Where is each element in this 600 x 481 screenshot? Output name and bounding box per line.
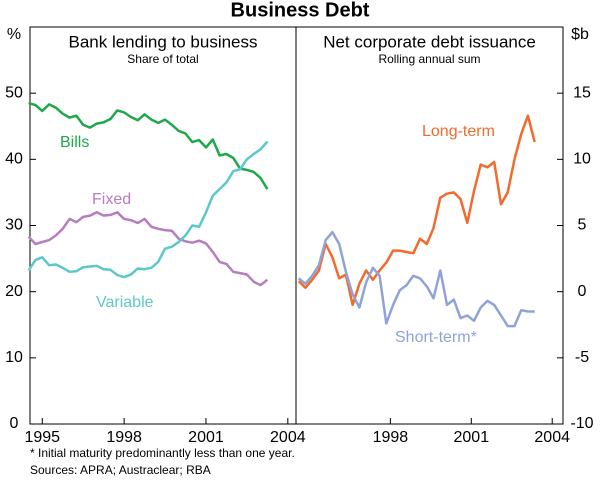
x-tick-label: 2004 bbox=[534, 429, 570, 446]
y-tick-label: 10 bbox=[573, 151, 591, 168]
series-line bbox=[297, 114, 536, 307]
y-tick-label: 20 bbox=[5, 283, 23, 300]
y-tick-label: 50 bbox=[5, 84, 23, 101]
y-unit: $b bbox=[571, 26, 589, 43]
panel-title: Bank lending to business bbox=[68, 32, 257, 51]
series-label: Variable bbox=[96, 294, 154, 311]
y-tick-label: 10 bbox=[5, 349, 23, 366]
y-unit: % bbox=[7, 26, 21, 43]
x-tick-label: 2001 bbox=[188, 429, 224, 446]
y-tick-label: 40 bbox=[5, 151, 23, 168]
series-label: Short-term* bbox=[395, 329, 477, 346]
x-tick-label: 2001 bbox=[454, 429, 490, 446]
series-line bbox=[27, 211, 269, 287]
chart-title: Business Debt bbox=[231, 0, 370, 21]
x-tick-label: 1998 bbox=[106, 429, 142, 446]
panel-subtitle: Share of total bbox=[127, 52, 198, 66]
x-tick-label: 1995 bbox=[24, 429, 60, 446]
series-line bbox=[27, 140, 269, 279]
y-tick-label: -5 bbox=[575, 349, 589, 366]
series-line bbox=[28, 101, 269, 190]
x-tick-label: 2004 bbox=[270, 429, 306, 446]
y-tick-label: 15 bbox=[573, 84, 591, 101]
x-tick-label: 1998 bbox=[373, 429, 409, 446]
footnote: * Initial maturity predominantly less th… bbox=[30, 446, 295, 460]
series-label: Long-term bbox=[422, 123, 495, 140]
y-tick-label: -10 bbox=[570, 415, 593, 432]
panel-subtitle: Rolling annual sum bbox=[378, 52, 480, 66]
series-line bbox=[297, 230, 535, 328]
y-tick-label: 5 bbox=[578, 217, 587, 234]
series-label: Bills bbox=[60, 134, 89, 151]
panel-title: Net corporate debt issuance bbox=[323, 32, 536, 51]
sources: Sources: APRA; Austraclear; RBA bbox=[30, 463, 211, 477]
y-tick-label: 0 bbox=[578, 283, 587, 300]
series-label: Fixed bbox=[92, 191, 131, 208]
y-tick-label: 30 bbox=[5, 217, 23, 234]
y-tick-label: 0 bbox=[10, 415, 19, 432]
